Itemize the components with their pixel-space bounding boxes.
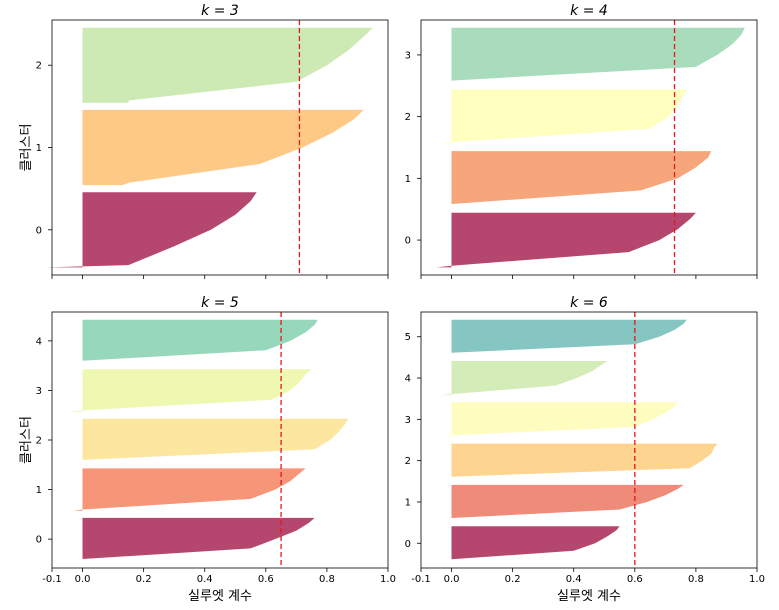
cluster-silhouette-3 [442,402,678,437]
cluster-silhouette-3 [451,27,745,83]
subplot-3: 0 1 2 3 4 -0.1 0.0 0.2 0.4 0.6 0.8 1.0 k = 5 클러스터실루엣 … [19,295,396,604]
cluster-silhouette-0 [451,526,620,561]
y-tick-label: 3 [405,415,411,426]
y-tick-label: 3 [405,50,411,61]
y-tick-label: 4 [405,374,411,385]
cluster-silhouette-2 [451,443,718,478]
subplot-1: 0 1 2 k = 3 클러스터 [19,3,389,279]
y-tick-label: 1 [36,485,42,496]
cluster-silhouette-2 [82,418,349,462]
cluster-silhouette-5 [451,319,687,354]
subplot-title: k = 4 [570,3,608,19]
cluster-silhouette-0 [82,517,315,561]
x-tick-label: 0.6 [627,574,643,585]
x-tick-label: 0.2 [136,574,152,585]
x-axis-label: 실루엣 계수 [557,589,621,604]
axes-frame [51,311,389,569]
subplot-title: k = 6 [570,295,608,311]
cluster-silhouette-3 [67,369,312,412]
y-axis-label: 클러스터 [19,416,34,464]
y-tick-label: 2 [405,112,411,123]
y-tick-label: 0 [405,236,411,247]
y-tick-label: 1 [405,497,411,508]
y-tick-label: 0 [405,539,411,550]
cluster-silhouette-2 [442,89,687,144]
x-tick-label: 0.8 [688,574,704,585]
cluster-silhouette-0 [436,212,696,268]
x-tick-label: -0.1 [411,574,431,585]
cluster-silhouette-1 [73,468,306,511]
subplot-title: k = 5 [201,295,239,311]
x-tick-label: 0.0 [75,574,91,585]
cluster-silhouette-0 [45,192,257,268]
cluster-silhouette-1 [82,109,364,186]
y-tick-label: 5 [405,332,411,343]
y-tick-label: 2 [405,456,411,467]
x-tick-label: 0.4 [566,574,582,585]
y-tick-label: 4 [36,336,42,347]
x-tick-label: 0.2 [505,574,521,585]
y-tick-label: 0 [36,535,42,546]
subplot-2: 0 1 2 3 k = 4 [405,3,758,279]
axes-frame [420,311,758,569]
y-tick-label: 2 [36,436,42,447]
x-tick-label: 0.6 [258,574,274,585]
cluster-silhouette-4 [82,319,318,363]
y-tick-label: 1 [405,174,411,185]
axes-frame [51,19,389,276]
axes-frame [420,19,758,276]
x-tick-label: 0.0 [444,574,460,585]
x-tick-label: 0.8 [319,574,335,585]
subplot-4: 0 1 2 3 4 5 -0.1 0.0 0.2 0.4 0.6 0.8 1.0 k = 6 실루엣 계수 [405,295,765,604]
x-tick-label: 1.0 [749,574,765,585]
x-axis-label: 실루엣 계수 [188,589,252,604]
cluster-silhouette-1 [451,484,684,519]
y-tick-label: 0 [36,225,42,236]
cluster-silhouette-2 [82,27,373,103]
cluster-silhouette-4 [439,361,608,396]
cluster-silhouette-1 [451,151,712,206]
y-tick-label: 1 [36,143,42,154]
x-tick-label: 1.0 [380,574,396,585]
y-tick-label: 3 [36,386,42,397]
y-axis-label: 클러스터 [19,124,34,172]
x-tick-label: 0.4 [197,574,213,585]
x-tick-label: -0.1 [42,574,62,585]
subplot-title: k = 3 [201,3,239,19]
y-tick-label: 2 [36,61,42,72]
